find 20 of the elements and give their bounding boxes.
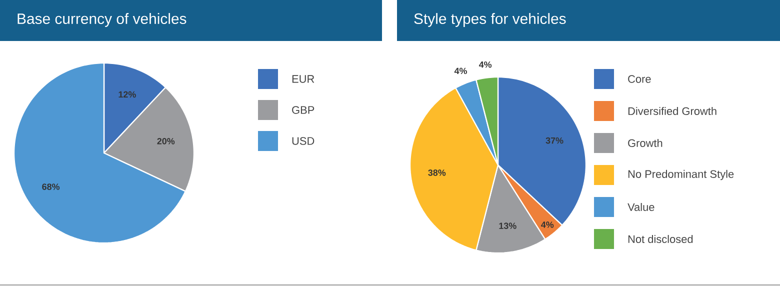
legend-label: Core <box>628 75 651 83</box>
data-label: 4% <box>478 61 492 68</box>
data-label: 13% <box>499 222 516 230</box>
legend-label: Growth <box>628 138 662 148</box>
data-label: 68% <box>42 184 60 190</box>
legend-label: Value <box>628 202 654 212</box>
data-label: 20% <box>157 138 175 144</box>
legend-label: Diversified Growth <box>628 106 716 116</box>
data-label: 4% <box>454 68 467 74</box>
legend-label: Not disclosed <box>628 234 693 244</box>
chart-title: Style types for vehicles <box>414 13 566 27</box>
data-label: 4% <box>541 222 554 228</box>
data-label: 12% <box>118 91 136 98</box>
legend-label: EUR <box>292 75 314 83</box>
chart-title: Base currency of vehicles <box>18 13 186 27</box>
legend-label: GBP <box>292 106 314 114</box>
data-label: 38% <box>428 170 446 176</box>
legend-label: USD <box>292 137 314 145</box>
data-label: 37% <box>546 137 564 144</box>
legend-label: No Predominant Style <box>628 170 734 180</box>
